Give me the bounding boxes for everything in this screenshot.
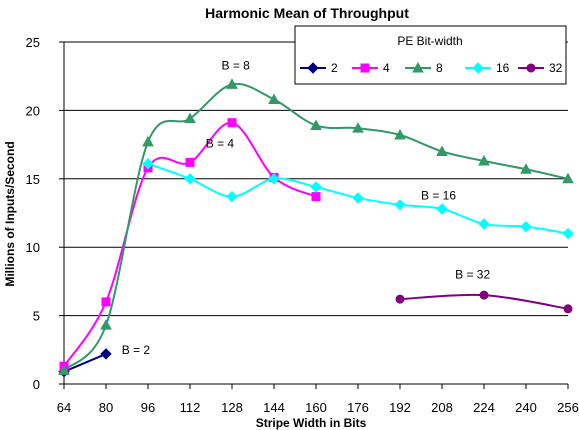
legend-title: PE Bit-width <box>397 34 462 48</box>
y-tick-label: 25 <box>26 35 40 50</box>
chart-title: Harmonic Mean of Throughput <box>205 5 409 21</box>
x-tick-label: 64 <box>57 400 71 415</box>
x-tick-label: 208 <box>431 400 453 415</box>
series-32-point <box>395 294 405 304</box>
marker-layer <box>58 78 574 378</box>
series-16-point <box>310 181 322 193</box>
series-2-line <box>63 352 107 373</box>
x-tick-label: 176 <box>347 400 369 415</box>
y-axis-title: Millions of Inputs/Second <box>3 141 17 286</box>
series-4-point <box>101 297 111 307</box>
legend-marker-8 <box>412 61 424 73</box>
series-16-point <box>478 218 490 230</box>
series-8-point <box>226 78 238 89</box>
series-8-point <box>142 135 154 147</box>
x-tick-label: 160 <box>305 400 327 415</box>
legend-marker-16 <box>472 62 484 74</box>
legend-label-32: 32 <box>549 61 563 75</box>
legend-label-2: 2 <box>331 61 338 75</box>
annotation-layer: B = 2 B = 4 B = 8 B = 16 B = 32 <box>122 58 491 357</box>
y-tick-label: 15 <box>26 172 40 187</box>
x-tick-label: 96 <box>141 400 155 415</box>
series-2-point <box>100 348 112 360</box>
series-8-point <box>268 93 280 104</box>
series-annotation: B = 8 <box>222 58 251 72</box>
series-annotation: B = 4 <box>206 136 235 150</box>
series-16-point <box>436 203 448 215</box>
series-8-point <box>478 154 490 166</box>
legend-marker-32 <box>526 63 536 73</box>
legend-box <box>294 25 567 85</box>
series-8-point <box>352 122 364 133</box>
series-16-point <box>394 199 406 211</box>
series-8-point <box>58 364 70 375</box>
y-tick-label: 5 <box>33 309 40 324</box>
series-8-point <box>520 163 532 174</box>
series-4-point <box>227 118 237 128</box>
y-tick-label: 20 <box>26 103 40 118</box>
legend-label-4: 4 <box>383 61 390 75</box>
x-tick-label: 224 <box>473 400 495 415</box>
series-8-point <box>310 119 322 130</box>
series-16-point <box>352 192 364 204</box>
series-32-point <box>479 290 489 300</box>
series-8-point <box>436 145 448 156</box>
x-tick-label: 144 <box>263 400 285 415</box>
x-tick-label: 112 <box>180 400 201 415</box>
y-tick-label: 0 <box>33 377 40 392</box>
series-annotation: B = 2 <box>122 343 151 357</box>
y-tick-label: 10 <box>26 240 40 255</box>
legend-label-16: 16 <box>496 61 510 75</box>
series-8-point <box>562 172 574 184</box>
series-annotation: B = 16 <box>421 188 456 202</box>
series-8-point <box>394 128 406 140</box>
x-tick-label: 80 <box>99 400 113 415</box>
legend-label-8: 8 <box>436 61 443 75</box>
legend-marker-2 <box>307 62 319 74</box>
x-tick-label: 128 <box>221 400 243 415</box>
x-tick-label: 256 <box>557 400 579 415</box>
legend-items: 2 4 8 16 32 <box>300 61 563 75</box>
series-16-point <box>142 158 154 170</box>
legend-marker-4 <box>360 63 370 73</box>
series-16-point <box>268 173 280 185</box>
series-16-point <box>562 227 574 240</box>
series-16-point <box>184 173 196 185</box>
legend: PE Bit-width 2 4 8 16 32 <box>294 25 567 85</box>
series-32-point <box>563 304 573 314</box>
series-4-point <box>185 157 195 167</box>
series-4-point <box>311 192 321 202</box>
series-8-point <box>184 112 196 124</box>
series-16-point <box>226 190 238 203</box>
x-axis-title: Stripe Width in Bits <box>256 416 367 430</box>
x-tick-label: 240 <box>515 400 537 415</box>
series-16-point <box>520 220 532 233</box>
x-tick-label: 192 <box>389 400 411 415</box>
series-8-point <box>100 319 112 330</box>
series-annotation: B = 32 <box>455 268 490 282</box>
